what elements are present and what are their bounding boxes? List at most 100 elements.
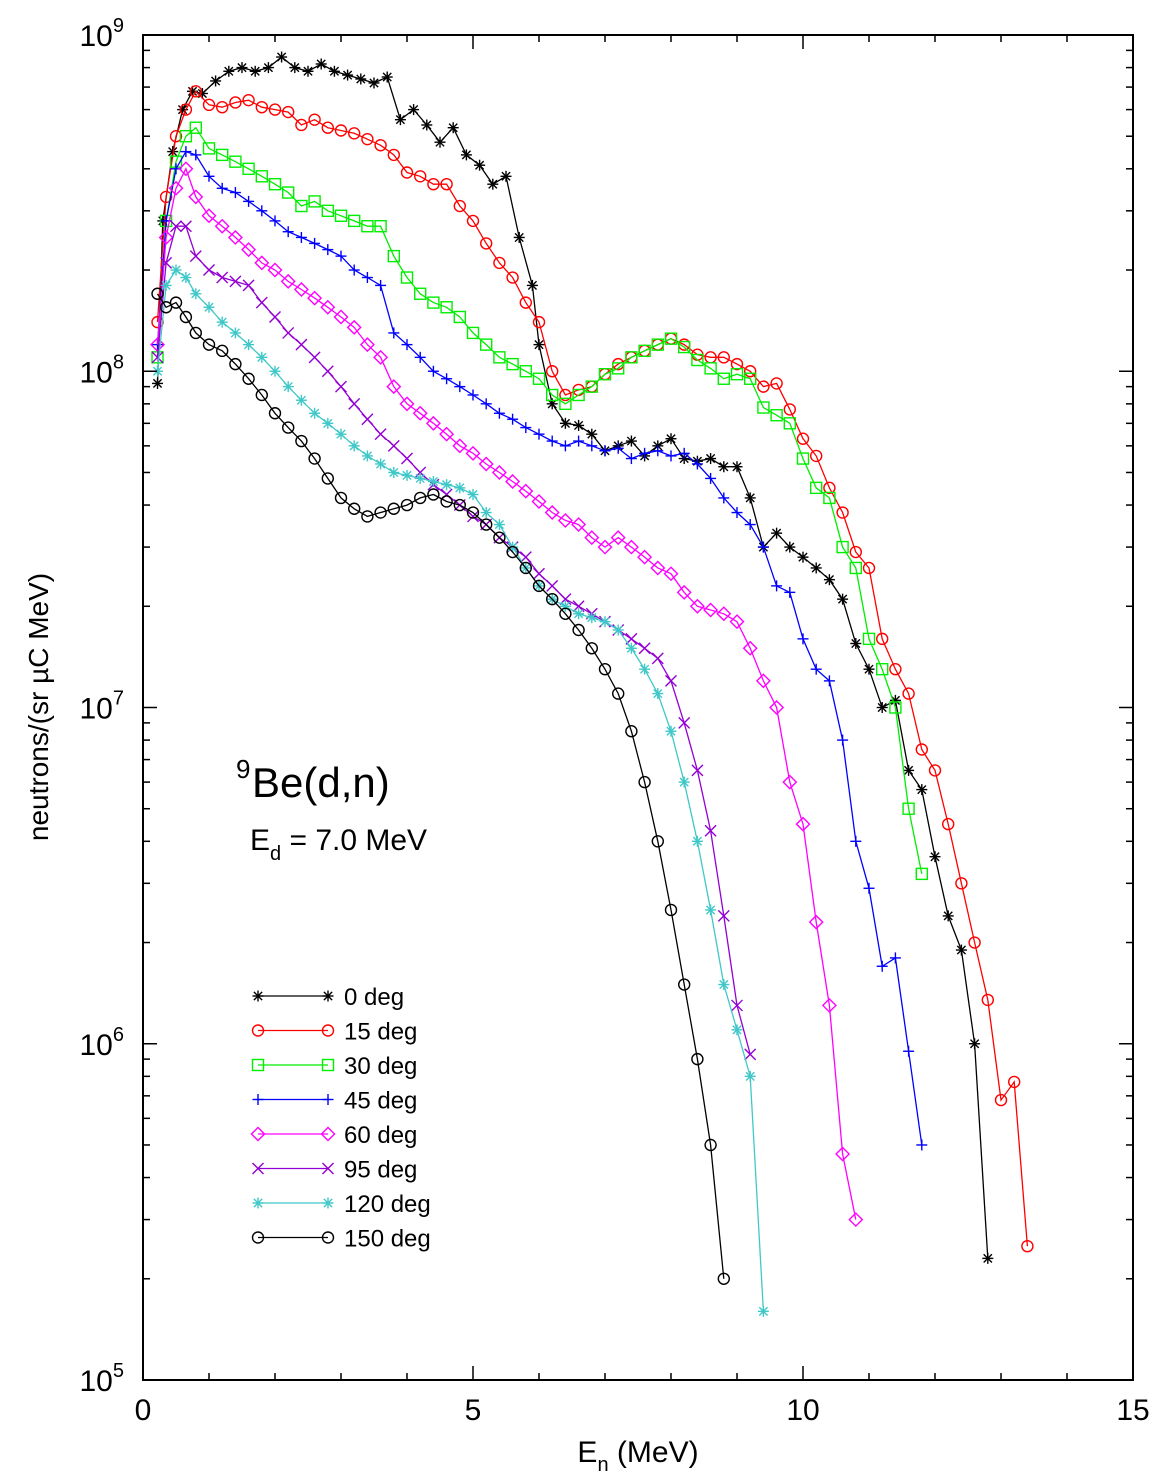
data-point (782, 774, 798, 790)
data-point (849, 545, 862, 559)
data-point (610, 530, 626, 546)
data-point (916, 1139, 928, 1151)
data-point (295, 199, 308, 213)
series-95-deg (151, 220, 757, 1061)
data-point (386, 379, 402, 395)
data-point (519, 296, 532, 309)
legend-marker (251, 1024, 265, 1037)
data-point (559, 607, 572, 620)
data-point (491, 464, 507, 480)
data-point (400, 271, 414, 284)
data-point (586, 612, 598, 624)
data-point (863, 663, 875, 675)
data-point (729, 614, 745, 630)
data-point (229, 187, 241, 199)
data-point (836, 540, 849, 554)
data-point (665, 433, 677, 445)
data-point (1021, 1239, 1034, 1253)
series-45-deg (152, 146, 928, 1151)
data-point (493, 256, 506, 270)
data-point (373, 349, 389, 365)
series-60-deg (150, 161, 864, 1228)
data-point (322, 244, 334, 256)
data-point (625, 725, 638, 738)
data-point (651, 652, 664, 665)
data-point (982, 1252, 994, 1264)
data-point (348, 127, 361, 140)
data-point (533, 339, 545, 351)
data-point (227, 229, 243, 245)
data-point (599, 445, 611, 457)
data-point (335, 380, 347, 393)
data-point (955, 877, 968, 890)
data-point (268, 177, 282, 191)
legend-label: 150 deg (344, 1226, 431, 1253)
data-point (454, 381, 466, 393)
data-point (533, 428, 545, 440)
data-point (242, 372, 255, 385)
data-point (256, 205, 268, 217)
data-point (665, 725, 677, 737)
data-point (916, 784, 928, 796)
data-point (663, 566, 679, 582)
legend-marker (321, 1231, 335, 1244)
data-point (678, 340, 691, 354)
data-point (849, 561, 862, 575)
data-point (268, 407, 282, 420)
data-point (236, 62, 248, 74)
series-30-deg (151, 121, 928, 881)
data-point (519, 561, 532, 575)
legend: 0 deg 15 deg 30 deg 45 deg 60 deg 95 deg 120 d… (250, 984, 431, 1253)
data-point (242, 279, 255, 292)
data-point (876, 662, 889, 676)
data-point (625, 435, 637, 447)
data-point (189, 85, 203, 98)
series-line-45-deg (156, 150, 923, 1146)
data-point (612, 442, 624, 454)
series-0-deg (152, 51, 994, 1264)
data-point (348, 502, 361, 515)
data-point (268, 103, 282, 116)
data-point (441, 479, 453, 491)
legend-item-15-deg: 15 deg (251, 1019, 417, 1046)
data-point (770, 409, 783, 422)
data-point (348, 214, 361, 228)
data-point (280, 273, 296, 289)
data-point (467, 488, 479, 500)
data-point (500, 170, 512, 182)
data-point (493, 531, 506, 544)
data-point (850, 638, 862, 650)
data-point (168, 180, 184, 196)
data-point (151, 287, 164, 300)
data-point (282, 105, 295, 119)
data-point (321, 365, 334, 378)
data-point (243, 339, 255, 351)
data-point (216, 182, 228, 194)
data-point (744, 365, 757, 378)
data-point (506, 357, 519, 371)
data-point (375, 458, 387, 470)
data-point (731, 1024, 743, 1036)
x-axis-label-unit: (MeV) (609, 1436, 699, 1469)
data-point (876, 702, 888, 713)
data-point (718, 461, 730, 473)
data-point (771, 580, 783, 592)
data-point (821, 997, 837, 1013)
data-point (374, 506, 387, 519)
data-point (269, 365, 281, 377)
data-point (229, 155, 242, 168)
data-point (328, 65, 340, 77)
annotation-energy-rest: = 7.0 MeV (281, 824, 427, 857)
data-point (480, 338, 493, 351)
data-point (532, 372, 546, 385)
legend-item-150-deg: 150 deg (251, 1226, 431, 1253)
legend-marker (322, 1094, 334, 1105)
data-point (573, 608, 585, 620)
data-point (152, 365, 164, 377)
data-point (289, 62, 301, 74)
data-point (333, 309, 349, 325)
y-tick-label: 108 (80, 351, 125, 389)
data-point (915, 743, 928, 756)
data-point (307, 290, 323, 306)
data-point (215, 344, 229, 358)
